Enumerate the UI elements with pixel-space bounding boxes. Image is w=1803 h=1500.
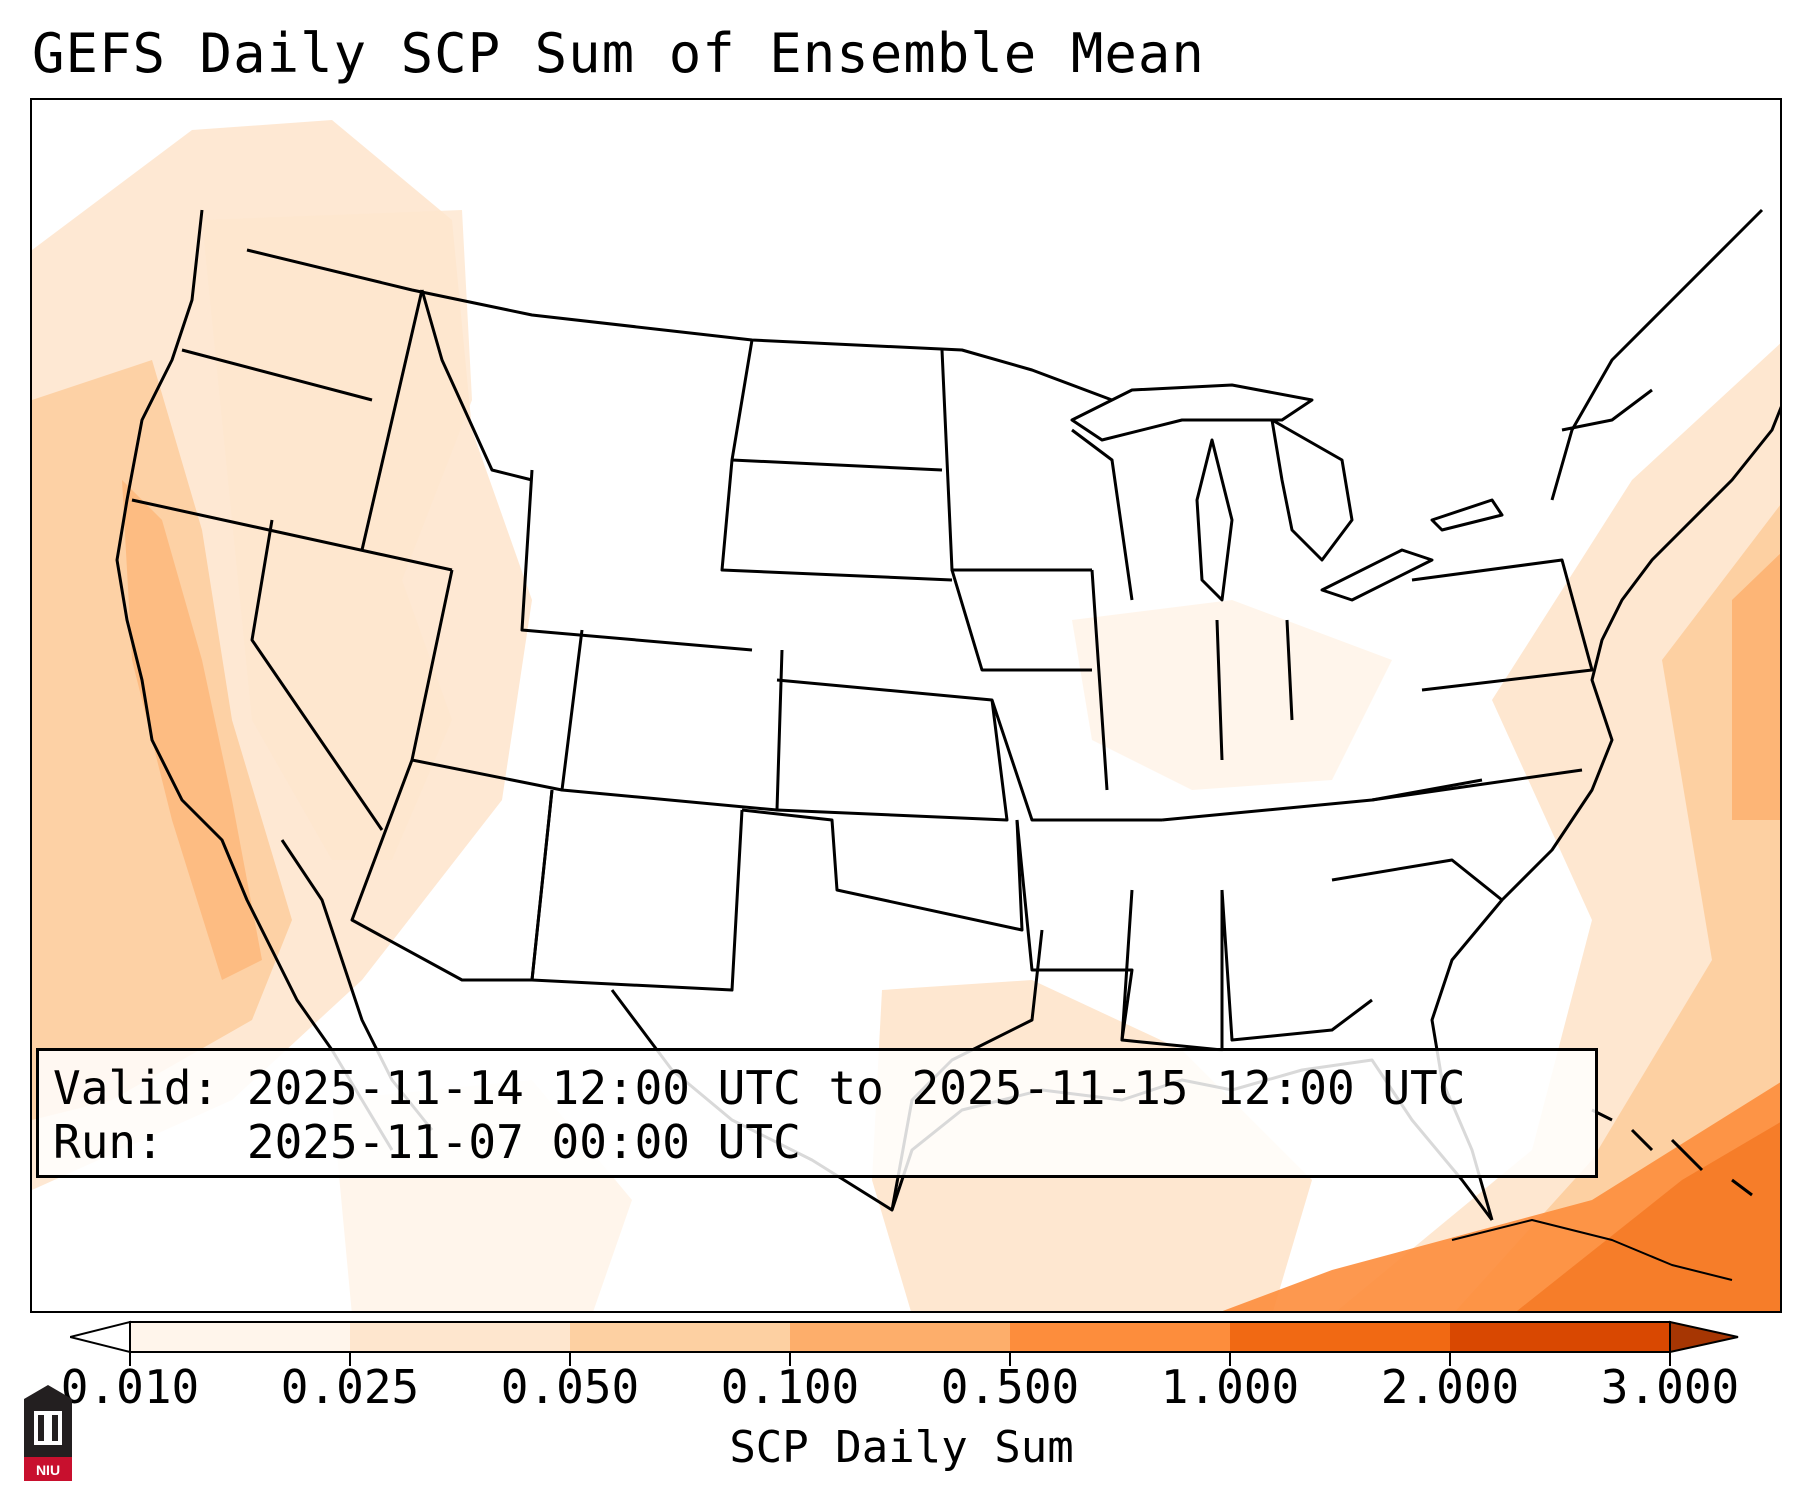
niu-logo: NIU xyxy=(24,1385,72,1481)
lake-superior xyxy=(1070,383,1314,442)
border-ok xyxy=(741,808,1024,932)
border-dakotas xyxy=(720,459,953,582)
border-ga-fl xyxy=(1220,889,1373,1042)
border-ar-la xyxy=(1015,819,1134,1041)
colorbar-tick-label: 0.050 xyxy=(500,1360,640,1414)
map-panel xyxy=(30,98,1782,1313)
atlantic-coastline xyxy=(1430,405,1780,1221)
scp-shading-ohio-valley xyxy=(1072,600,1392,790)
border-nm-tx xyxy=(530,789,744,992)
colorbar-tick-label: 1.000 xyxy=(1160,1360,1300,1414)
valid-run-info-box: Valid: 2025-11-14 12:00 UTC to 2025-11-1… xyxy=(36,1048,1598,1178)
colorbar-label: SCP Daily Sum xyxy=(729,1422,1074,1473)
border-ia-mo xyxy=(950,569,1092,672)
lake-huron xyxy=(1270,418,1354,562)
border-ks-ne xyxy=(776,678,1009,822)
border-va-nc xyxy=(1371,768,1583,802)
state-boundaries xyxy=(115,208,1780,1281)
colorbar-extend-max xyxy=(1669,1320,1739,1354)
colorbar-segment xyxy=(130,1322,350,1352)
run-line: Run: 2025-11-07 00:00 UTC xyxy=(53,1115,1581,1169)
border-mt xyxy=(420,289,533,482)
maine-border xyxy=(1561,388,1653,432)
run-value: 2025-11-07 00:00 UTC xyxy=(246,1115,801,1169)
svg-text:NIU: NIU xyxy=(36,1462,60,1478)
border-co xyxy=(560,629,784,812)
colorbar-segment xyxy=(350,1322,570,1352)
colorbar-outline xyxy=(129,1321,1671,1353)
border-wa-or xyxy=(181,348,373,402)
valid-label: Valid: xyxy=(53,1061,220,1115)
border-wi-mi xyxy=(1071,428,1134,601)
scp-shading-atlantic-strong xyxy=(1732,553,1780,820)
colorbar-segment xyxy=(1010,1322,1230,1352)
scp-shading-atlantic-medium xyxy=(1455,505,1780,1311)
run-label: Run: xyxy=(53,1115,164,1169)
colorbar-tick-label: 2.000 xyxy=(1380,1360,1520,1414)
colorbar-segment xyxy=(1230,1322,1450,1352)
colorbar-tick-label: 0.010 xyxy=(60,1360,200,1414)
border-mt-dakotas xyxy=(730,339,943,472)
border-id xyxy=(360,289,424,551)
border-nc-sc xyxy=(1331,858,1503,902)
northeast-coast xyxy=(1550,208,1764,501)
colorbar-tick-label: 3.000 xyxy=(1600,1360,1740,1414)
colorbar xyxy=(70,1320,1739,1366)
border-il-in-oh xyxy=(1090,569,1294,791)
colorbar-extend-min xyxy=(70,1320,131,1354)
colorbar-segment xyxy=(1450,1322,1670,1352)
border-nv xyxy=(250,519,384,831)
colorbar-segment xyxy=(790,1322,1010,1352)
colorbar-tick-label: 0.500 xyxy=(940,1360,1080,1414)
cuba-outline xyxy=(1451,1219,1733,1281)
scp-shading-caribbean-core xyxy=(1517,1122,1780,1311)
border-pa-ny xyxy=(1411,558,1594,692)
lake-ontario xyxy=(1430,498,1504,532)
pacific-coastline xyxy=(115,209,394,1151)
valid-value: 2025-11-14 12:00 UTC to 2025-11-15 12:00… xyxy=(246,1061,1466,1115)
valid-line: Valid: 2025-11-14 12:00 UTC to 2025-11-1… xyxy=(53,1061,1581,1115)
lake-michigan xyxy=(1195,438,1234,602)
border-or-ca-nv xyxy=(131,498,453,572)
border-ms-al xyxy=(1120,889,1224,1052)
border-mo-ar xyxy=(990,699,1162,822)
lake-erie xyxy=(1320,548,1434,602)
colorbar-segment xyxy=(570,1322,790,1352)
colorbar-tick-label: 0.025 xyxy=(280,1360,420,1414)
border-wy xyxy=(520,469,753,652)
bahamas xyxy=(1591,1108,1753,1197)
colorbar-tick-label: 0.100 xyxy=(720,1360,860,1414)
map-title: GEFS Daily SCP Sum of Ensemble Mean xyxy=(32,22,1205,85)
